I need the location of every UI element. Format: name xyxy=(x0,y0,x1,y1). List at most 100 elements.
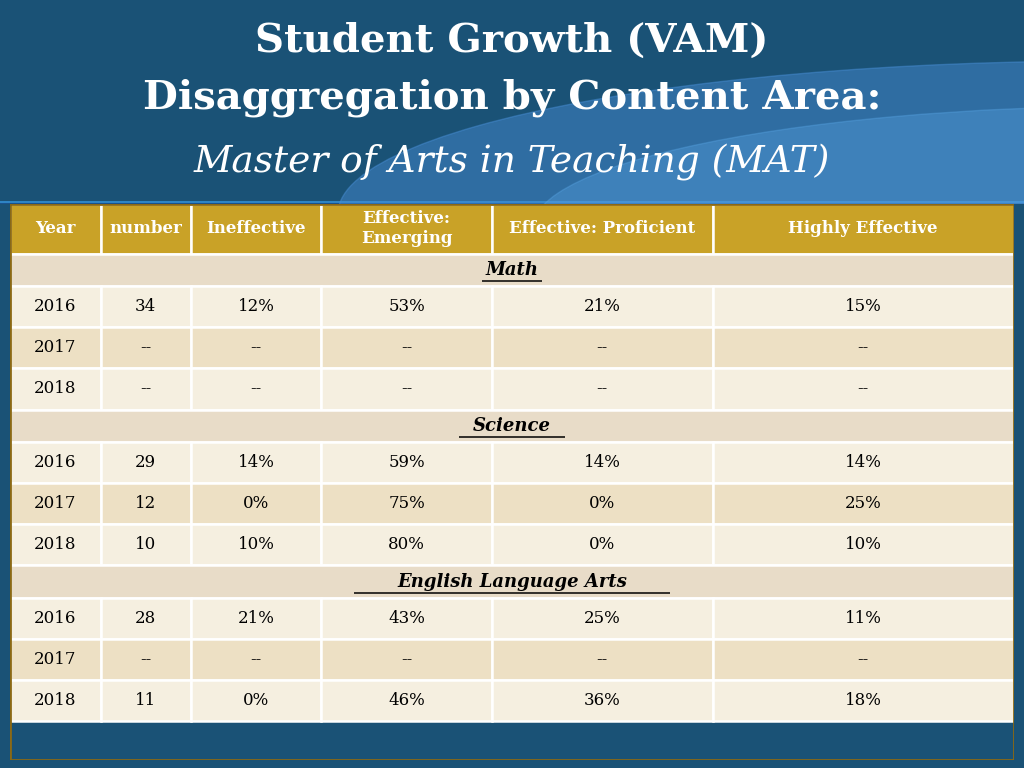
Text: 59%: 59% xyxy=(388,454,425,471)
Bar xyxy=(0,202,1024,204)
Bar xyxy=(0,203,1024,204)
Bar xyxy=(0,201,1024,203)
Text: 15%: 15% xyxy=(845,298,882,315)
Bar xyxy=(0,202,1024,203)
Text: 2017: 2017 xyxy=(34,651,77,668)
Bar xyxy=(713,639,1014,680)
Bar xyxy=(0,202,1024,203)
Bar xyxy=(0,203,1024,204)
Text: 2018: 2018 xyxy=(34,380,77,397)
Bar xyxy=(0,203,1024,204)
Bar xyxy=(0,202,1024,203)
Bar xyxy=(0,202,1024,203)
Bar xyxy=(190,525,322,565)
Bar xyxy=(0,202,1024,204)
Bar xyxy=(0,202,1024,203)
Bar xyxy=(0,202,1024,204)
Text: 14%: 14% xyxy=(238,454,274,471)
Bar xyxy=(0,202,1024,204)
Bar xyxy=(0,202,1024,204)
Bar xyxy=(10,598,100,639)
Bar xyxy=(0,202,1024,204)
Bar xyxy=(492,286,713,327)
Bar xyxy=(0,202,1024,203)
Bar xyxy=(0,202,1024,204)
Bar xyxy=(0,202,1024,203)
Bar xyxy=(10,369,100,409)
Text: 18%: 18% xyxy=(845,692,882,709)
Bar xyxy=(10,442,100,483)
Bar xyxy=(0,203,1024,204)
Bar xyxy=(0,203,1024,204)
Text: 43%: 43% xyxy=(388,610,425,627)
Bar xyxy=(0,202,1024,204)
Text: 12%: 12% xyxy=(238,298,274,315)
Bar xyxy=(492,204,713,253)
Text: 34: 34 xyxy=(135,298,157,315)
Bar xyxy=(0,202,1024,203)
Bar xyxy=(0,202,1024,203)
Bar xyxy=(0,202,1024,203)
Bar xyxy=(0,202,1024,203)
Bar xyxy=(0,203,1024,204)
Bar xyxy=(0,203,1024,204)
Bar xyxy=(0,202,1024,203)
Bar xyxy=(0,202,1024,203)
Bar xyxy=(0,201,1024,203)
Bar xyxy=(0,202,1024,204)
Bar xyxy=(492,680,713,721)
Bar xyxy=(0,202,1024,203)
Text: --: -- xyxy=(140,380,152,397)
Bar xyxy=(0,202,1024,203)
Text: Year: Year xyxy=(35,220,76,237)
Text: 25%: 25% xyxy=(584,610,621,627)
Bar xyxy=(0,202,1024,203)
Bar xyxy=(0,202,1024,203)
Bar xyxy=(0,202,1024,203)
Bar xyxy=(0,202,1024,203)
Bar xyxy=(0,202,1024,203)
Bar xyxy=(0,202,1024,204)
Bar xyxy=(0,202,1024,203)
Text: 2017: 2017 xyxy=(34,339,77,356)
Bar xyxy=(10,286,100,327)
Bar xyxy=(713,680,1014,721)
Bar xyxy=(190,369,322,409)
Bar xyxy=(492,369,713,409)
Bar xyxy=(322,442,492,483)
Bar xyxy=(322,525,492,565)
Bar xyxy=(0,202,1024,203)
Bar xyxy=(0,202,1024,204)
Bar xyxy=(492,483,713,525)
Bar xyxy=(0,202,1024,203)
Bar xyxy=(0,202,1024,204)
Bar xyxy=(0,203,1024,204)
Bar xyxy=(0,202,1024,203)
Bar xyxy=(0,202,1024,204)
Bar xyxy=(0,201,1024,203)
Bar xyxy=(100,639,190,680)
Bar xyxy=(0,202,1024,203)
Text: --: -- xyxy=(401,651,413,668)
Text: Math: Math xyxy=(485,261,539,279)
Bar xyxy=(0,202,1024,204)
Bar xyxy=(0,202,1024,204)
Bar xyxy=(0,202,1024,203)
Bar xyxy=(0,202,1024,203)
Bar xyxy=(0,203,1024,204)
Bar xyxy=(0,202,1024,204)
Bar xyxy=(0,201,1024,203)
Bar xyxy=(0,202,1024,203)
Bar xyxy=(0,202,1024,203)
Bar xyxy=(0,201,1024,203)
Bar xyxy=(100,204,190,253)
Bar xyxy=(0,202,1024,203)
Bar xyxy=(0,202,1024,204)
Bar xyxy=(0,202,1024,204)
Text: 14%: 14% xyxy=(584,454,621,471)
Wedge shape xyxy=(338,61,1024,253)
Text: 0%: 0% xyxy=(243,692,269,709)
Bar xyxy=(190,286,322,327)
Bar xyxy=(0,202,1024,203)
Bar xyxy=(0,202,1024,203)
